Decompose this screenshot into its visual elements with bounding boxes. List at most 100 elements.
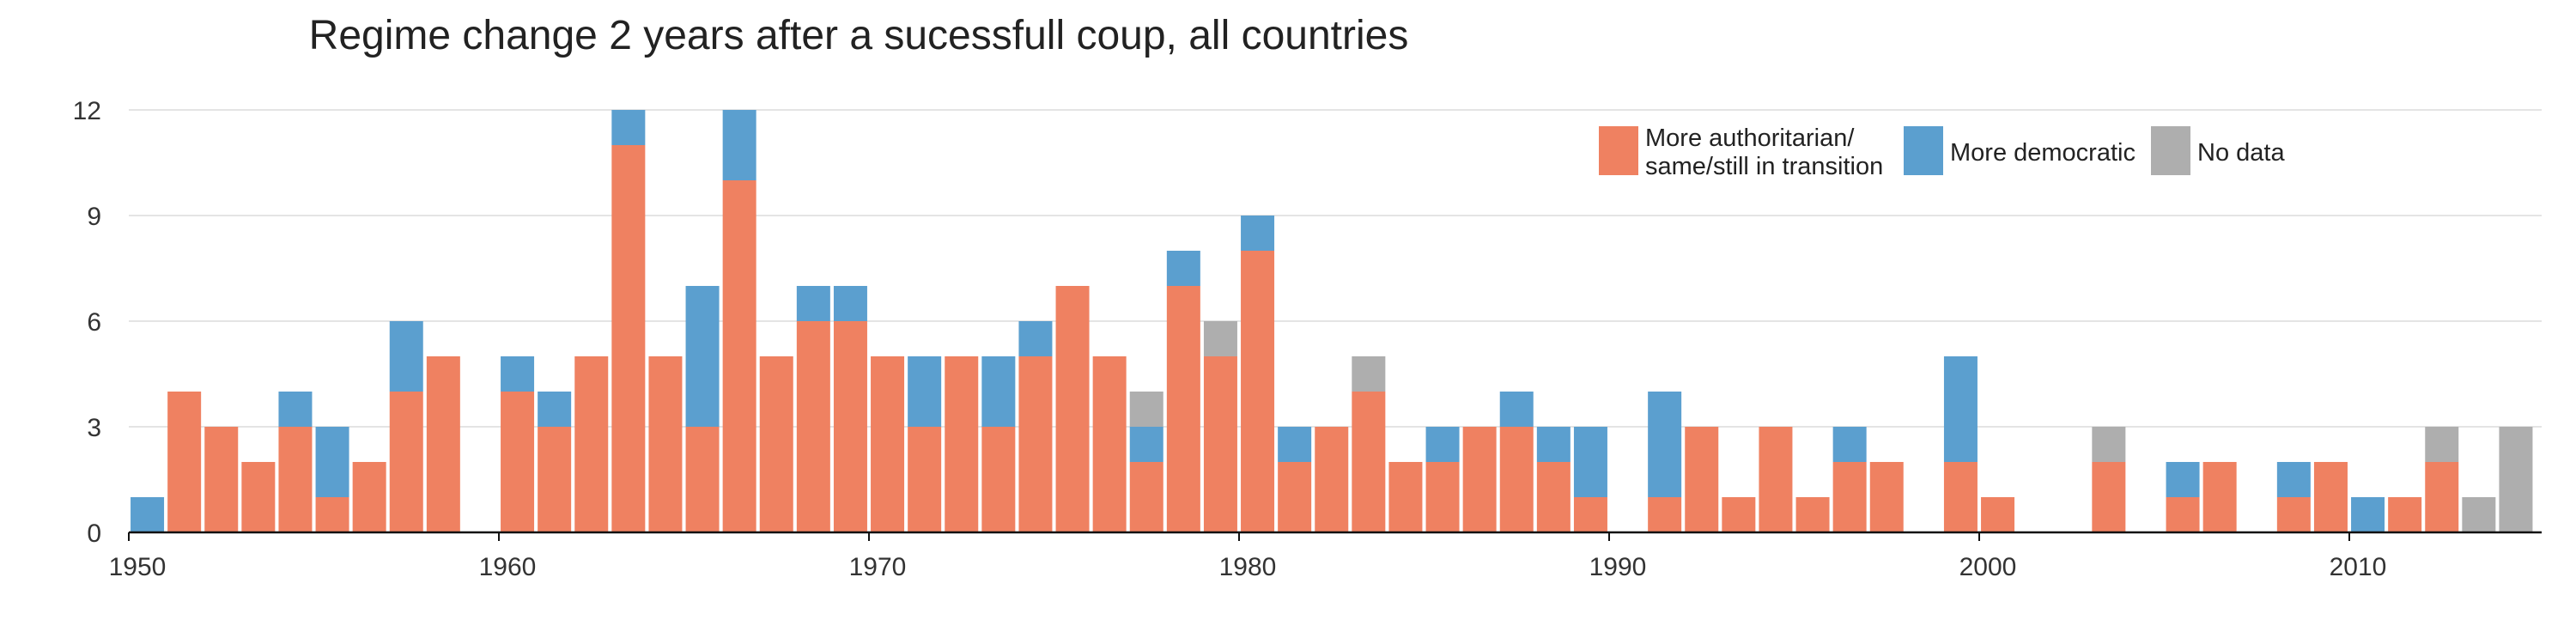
bar-1969-series-0 — [833, 321, 867, 532]
bar-2000-series-0 — [1981, 497, 2015, 532]
bar-2012-series-0 — [2425, 462, 2459, 532]
chart-title: Regime change 2 years after a sucessfull… — [308, 13, 1409, 58]
legend-swatch-2 — [2151, 126, 2190, 175]
legend-swatch-0 — [1599, 126, 1638, 175]
bar-1963-series-0 — [611, 145, 646, 532]
bar-1966-series-1 — [722, 110, 756, 180]
bar-1979-series-2 — [1203, 321, 1237, 356]
bar-1957-series-1 — [389, 321, 423, 392]
bar-1961-series-0 — [538, 427, 572, 532]
bar-1951-series-0 — [167, 392, 202, 532]
bar-1980-series-0 — [1241, 251, 1275, 532]
bar-1991-series-0 — [1648, 497, 1682, 532]
bar-2005-series-1 — [2166, 462, 2200, 497]
bar-1989-series-0 — [1573, 497, 1607, 532]
bar-1981-series-1 — [1278, 427, 1312, 462]
bar-1991-series-1 — [1648, 392, 1682, 497]
legend: More authoritarian/same/still in transit… — [1599, 125, 2285, 180]
legend-label-1: More democratic — [1950, 139, 2136, 167]
bar-1958-series-0 — [426, 356, 460, 532]
bar-1977-series-0 — [1129, 462, 1163, 532]
bar-1996-series-1 — [1832, 427, 1867, 462]
x-tick-label-1980: 1980 — [1219, 553, 1277, 581]
bars — [131, 110, 2533, 532]
bar-1966-series-0 — [722, 180, 756, 532]
bar-2009-series-0 — [2313, 462, 2348, 532]
bar-1999-series-0 — [1943, 462, 1978, 532]
bar-1974-series-0 — [1018, 356, 1053, 532]
bar-1952-series-0 — [204, 427, 239, 532]
bar-1950-series-1 — [131, 497, 165, 532]
bar-2003-series-2 — [2092, 427, 2126, 462]
bar-1955-series-1 — [315, 427, 349, 497]
x-tick-label-1970: 1970 — [849, 553, 907, 581]
bar-1979-series-0 — [1203, 356, 1237, 532]
bar-2013-series-2 — [2462, 497, 2496, 532]
bar-1989-series-1 — [1573, 427, 1607, 497]
bar-2012-series-2 — [2425, 427, 2459, 462]
bar-1970-series-0 — [871, 356, 905, 532]
bar-1978-series-1 — [1166, 251, 1200, 286]
bar-1983-series-2 — [1352, 356, 1386, 392]
bar-1972-series-0 — [945, 356, 979, 532]
bar-1965-series-1 — [685, 286, 720, 427]
x-tick-label-2010: 2010 — [2330, 553, 2387, 581]
bar-1969-series-1 — [833, 286, 867, 321]
bar-2008-series-0 — [2276, 497, 2311, 532]
bar-1994-series-0 — [1759, 427, 1793, 532]
bar-1988-series-0 — [1536, 462, 1571, 532]
bar-1985-series-0 — [1425, 462, 1460, 532]
bar-1957-series-0 — [389, 392, 423, 532]
bar-1960-series-1 — [501, 356, 535, 392]
bar-1988-series-1 — [1536, 427, 1571, 462]
y-tick-label-6: 6 — [87, 308, 101, 337]
bar-1982-series-0 — [1315, 427, 1349, 532]
y-tick-label-9: 9 — [87, 203, 101, 231]
legend-label-2: No data — [2197, 139, 2285, 167]
bar-1974-series-1 — [1018, 321, 1053, 356]
bar-1977-series-1 — [1129, 427, 1163, 462]
bar-1987-series-1 — [1499, 392, 1534, 427]
bar-1983-series-0 — [1352, 392, 1386, 532]
x-tick-label-1990: 1990 — [1589, 553, 1647, 581]
bar-2005-series-0 — [2166, 497, 2200, 532]
bar-1980-series-1 — [1241, 216, 1275, 251]
bar-1993-series-0 — [1722, 497, 1756, 532]
bar-1997-series-0 — [1869, 462, 1904, 532]
bar-1963-series-1 — [611, 110, 646, 145]
bar-1995-series-0 — [1795, 497, 1830, 532]
bar-1967-series-0 — [759, 356, 793, 532]
bar-2010-series-1 — [2351, 497, 2385, 532]
legend-swatch-1 — [1904, 126, 1943, 175]
bar-1971-series-0 — [908, 427, 942, 532]
bar-1985-series-1 — [1425, 427, 1460, 462]
y-tick-label-3: 3 — [87, 414, 101, 442]
bar-1986-series-0 — [1462, 427, 1497, 532]
bar-1968-series-1 — [796, 286, 830, 321]
legend-label-0: More authoritarian/same/still in transit… — [1645, 125, 1883, 180]
axes: 0 3 6 9 12 1950 1960 1970 1980 1990 2000 2010 — [73, 97, 2542, 581]
y-tick-label-0: 0 — [87, 519, 101, 548]
bar-1962-series-0 — [574, 356, 609, 532]
bar-1971-series-1 — [908, 356, 942, 427]
bar-1973-series-0 — [981, 427, 1016, 532]
bar-1996-series-0 — [1832, 462, 1867, 532]
x-tick-label-1960: 1960 — [479, 553, 537, 581]
bar-2011-series-0 — [2388, 497, 2422, 532]
bar-1975-series-0 — [1055, 286, 1090, 532]
bar-1955-series-0 — [315, 497, 349, 532]
bar-1987-series-0 — [1499, 427, 1534, 532]
bar-1964-series-0 — [648, 356, 683, 532]
bar-1954-series-1 — [278, 392, 313, 427]
bar-1960-series-0 — [501, 392, 535, 532]
bar-1977-series-2 — [1129, 392, 1163, 427]
bar-1973-series-1 — [981, 356, 1016, 427]
bar-1956-series-0 — [352, 462, 386, 532]
x-tick-label-2000: 2000 — [1959, 553, 2017, 581]
x-tick-label-1950: 1950 — [109, 553, 167, 581]
bar-2014-series-2 — [2499, 427, 2533, 532]
bar-1984-series-0 — [1388, 462, 1423, 532]
bar-1953-series-0 — [241, 462, 276, 532]
bar-1976-series-0 — [1092, 356, 1127, 532]
